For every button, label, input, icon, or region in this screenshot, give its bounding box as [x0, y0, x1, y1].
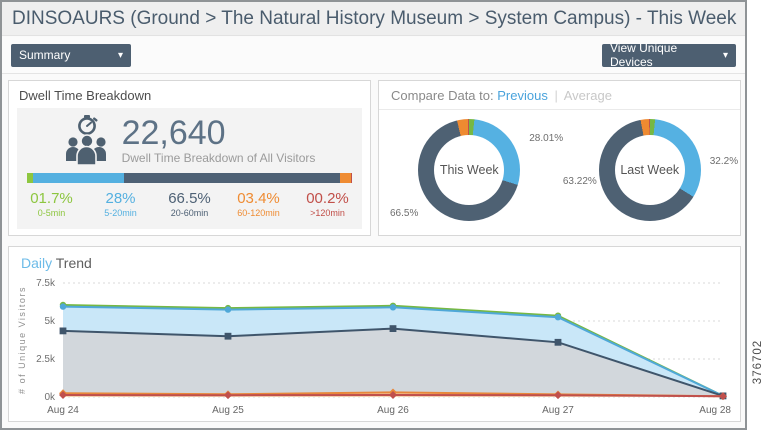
dwell-percent-label: 20-60min — [170, 208, 209, 218]
donut-center-label: Last Week — [620, 163, 680, 177]
chevron-down-icon: ▾ — [117, 49, 123, 61]
donut-slice-label: 63.22% — [562, 176, 597, 188]
dwell-hero: 22,640 Dwell Time Breakdown of All Visit… — [17, 108, 362, 165]
dwell-bar-segment — [351, 173, 353, 183]
dwell-time-stacked-bar — [27, 173, 353, 183]
visitors-dwell-icon — [65, 115, 106, 165]
dwell-percent-cell: 66.5% 20-60min — [155, 190, 224, 218]
compare-previous-link[interactable]: Previous — [497, 88, 548, 103]
dwell-percent-label: 60-120min — [237, 208, 280, 218]
app-window: DINSOAURS (Ground > The Natural History … — [0, 0, 747, 430]
compare-separator: | — [554, 88, 558, 103]
compare-data-panel: Compare Data to: Previous | Average This… — [378, 80, 741, 236]
svg-text:# of Unique Visitors: # of Unique Visitors — [17, 286, 27, 394]
donut-slice-label: 32.2% — [709, 155, 739, 167]
summary-dropdown-label: Summary — [19, 48, 71, 62]
dwell-bar-segment — [32, 173, 124, 183]
dwell-percent-value: 28% — [105, 190, 136, 207]
dwell-percent-cell: 28% 5-20min — [86, 190, 155, 218]
chevron-down-icon: ▾ — [722, 49, 728, 61]
svg-text:Aug 25: Aug 25 — [212, 405, 244, 416]
compare-average-link[interactable]: Average — [563, 88, 612, 103]
dwell-bar-segment — [123, 173, 341, 183]
daily-trend-title: Daily Trend — [9, 247, 740, 273]
daily-trend-title-accent: Daily — [21, 255, 53, 271]
svg-text:Aug 28: Aug 28 — [699, 405, 731, 416]
dwell-subtitle: Dwell Time Breakdown of All Visitors — [121, 151, 316, 165]
dwell-bar-segment — [340, 173, 352, 183]
donut-charts-row: This Week 28.01% 66.5% Last Week 32.2% 63.… — [379, 119, 740, 221]
total-visitors-value: 22,640 — [121, 114, 226, 152]
view-unique-devices-dropdown[interactable]: View Unique Devices ▾ — [602, 41, 736, 69]
dwell-percent-cell: 01.7% 0-5min — [17, 190, 86, 218]
dwell-percent-label: >120min — [310, 208, 345, 218]
toolbar: Summary ▾ View Unique Devices ▾ — [2, 37, 745, 74]
compare-header-label: Compare Data to: — [391, 88, 494, 103]
dwell-percent-value: 00.2% — [306, 190, 349, 207]
svg-text:Aug 24: Aug 24 — [47, 405, 79, 416]
svg-text:2.5k: 2.5k — [36, 354, 56, 365]
daily-trend-title-rest: Trend — [55, 255, 92, 271]
dwell-panel-title: Dwell Time Breakdown — [19, 88, 152, 103]
dwell-time-breakdown-panel: Dwell Time Breakdown — [8, 80, 371, 236]
device-dropdown-label: View Unique Devices — [610, 41, 678, 69]
dwell-percent-value: 03.4% — [237, 190, 280, 207]
compare-header: Compare Data to: Previous | Average — [379, 81, 740, 110]
this-week-donut-chart[interactable]: This Week 28.01% 66.5% — [390, 119, 563, 221]
summary-dropdown[interactable]: Summary ▾ — [11, 43, 131, 67]
last-week-donut-chart[interactable]: Last Week 32.2% 63.22% — [563, 119, 738, 221]
donut-slice-label: 28.01% — [529, 133, 564, 144]
svg-text:Aug 27: Aug 27 — [542, 405, 574, 416]
dwell-percent-label: 0-5min — [37, 208, 66, 218]
daily-trend-chart[interactable]: 0k 2.5k 5k 7.5k # of Unique Visitors Aug 24 Au… — [9, 273, 740, 421]
dwell-hero-text: 22,640 Dwell Time Breakdown of All Visit… — [122, 115, 316, 165]
dwell-percentages-row: 01.7% 0-5min 28% 5-20min 66.5% 20-60min 03.4% 6… — [17, 190, 362, 218]
donut-center-label: This Week — [439, 163, 499, 177]
svg-text:Aug 26: Aug 26 — [377, 405, 409, 416]
dwell-percent-label: 5-20min — [104, 208, 137, 218]
dwell-percent-cell: 03.4% 60-120min — [224, 190, 293, 218]
svg-text:7.5k: 7.5k — [36, 278, 56, 289]
donut-slice-label: 66.5% — [389, 208, 419, 219]
page-title: DINSOAURS (Ground > The Natural History … — [2, 2, 745, 36]
daily-trend-panel: Daily Trend 0k 2.5k 5k 7.5k # of Unique Visi… — [8, 246, 741, 422]
dwell-percent-value: 01.7% — [30, 190, 73, 207]
dwell-percent-value: 66.5% — [168, 190, 211, 207]
figure-number: 376702 — [752, 339, 764, 385]
svg-text:0k: 0k — [44, 392, 56, 403]
svg-text:5k: 5k — [44, 316, 56, 327]
dwell-panel-body: 22,640 Dwell Time Breakdown of All Visit… — [17, 108, 362, 229]
dwell-bar-segment — [27, 173, 33, 183]
dwell-percent-cell: 00.2% >120min — [293, 190, 362, 218]
